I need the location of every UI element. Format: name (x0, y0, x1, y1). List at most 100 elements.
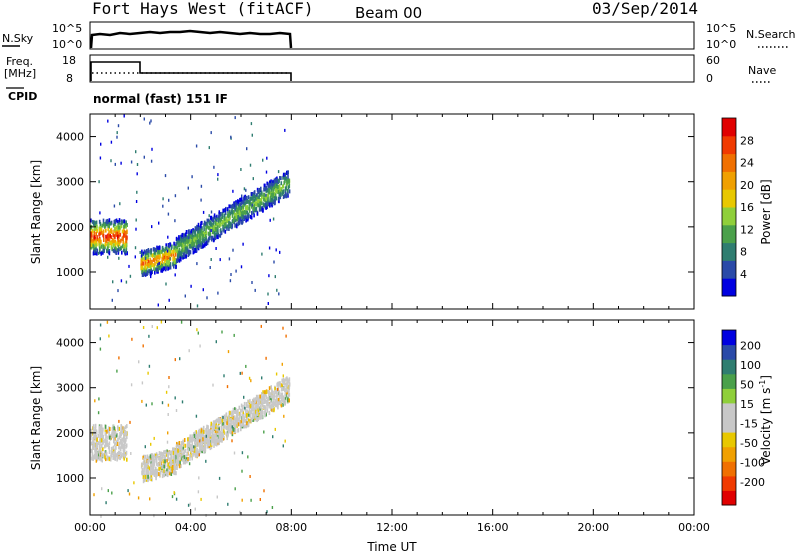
data-cell (91, 229, 94, 234)
data-cell (237, 206, 240, 211)
scatter-cell (167, 431, 169, 435)
data-cell (170, 472, 173, 476)
scatter-cell (188, 462, 191, 466)
data-cell (112, 233, 114, 238)
data-cell (214, 432, 216, 437)
data-cell (121, 220, 123, 225)
scatter-cell (150, 275, 152, 279)
data-cell (158, 245, 160, 250)
data-cell (147, 264, 149, 269)
data-cell (111, 229, 113, 234)
data-cell (248, 407, 251, 412)
data-cell (286, 377, 288, 382)
data-cell (147, 474, 149, 479)
data-cell (185, 454, 187, 459)
data-cell (175, 236, 178, 241)
data-cell (158, 250, 161, 255)
data-cell (194, 234, 196, 239)
data-cell (224, 418, 226, 423)
data-cell (165, 266, 167, 271)
data-cell (246, 421, 248, 426)
data-cell (242, 219, 244, 224)
scatter-cell (148, 334, 150, 338)
scatter-cell (165, 282, 167, 286)
y-tick-label: 2000 (56, 427, 84, 440)
data-cell (119, 434, 122, 439)
scatter-cell (231, 439, 233, 443)
scatter-cell (138, 360, 140, 364)
data-cell (188, 436, 190, 441)
data-cell (108, 251, 111, 256)
data-cell (118, 230, 120, 235)
data-cell (98, 249, 101, 254)
scatter-cell (266, 510, 268, 514)
data-cell (255, 207, 257, 211)
scatter-cell (245, 364, 247, 368)
scatter-cell (95, 459, 97, 463)
data-cell (157, 253, 160, 258)
data-cell (220, 434, 222, 438)
data-cell (194, 226, 197, 231)
data-cell (245, 210, 248, 215)
data-cell (172, 456, 175, 461)
data-cell (213, 426, 216, 430)
data-cell (272, 181, 275, 186)
data-cell (105, 451, 108, 456)
data-cell (163, 457, 166, 462)
data-cell (98, 243, 101, 248)
data-cell (211, 434, 214, 439)
data-cell (208, 226, 210, 231)
data-cell (145, 268, 147, 273)
data-cell (184, 448, 187, 453)
data-cell (209, 430, 212, 435)
data-cell (163, 256, 165, 261)
scatter-cell (111, 491, 113, 495)
data-cell (119, 439, 122, 443)
data-cell (109, 228, 112, 233)
data-cell (95, 239, 97, 244)
data-cell (196, 433, 198, 438)
data-cell (195, 244, 198, 248)
data-cell (268, 202, 271, 207)
data-cell (203, 240, 206, 245)
data-cell (165, 458, 167, 463)
data-cell (212, 426, 215, 431)
data-cell (99, 442, 101, 447)
data-cell (225, 426, 228, 430)
data-cell (271, 184, 274, 189)
data-cell (287, 191, 289, 196)
data-cell (141, 265, 144, 270)
scatter-cell (118, 419, 120, 423)
data-cell (247, 423, 250, 427)
data-cell (95, 232, 97, 236)
data-cell (238, 417, 240, 422)
data-cell (213, 235, 216, 240)
data-cell (96, 228, 98, 233)
data-cell (209, 227, 211, 232)
data-cell (153, 267, 155, 271)
data-cell (202, 244, 204, 249)
data-cell (279, 195, 282, 200)
data-cell (149, 458, 151, 463)
data-cell (187, 446, 189, 451)
data-cell (223, 421, 226, 426)
scatter-cell (281, 362, 283, 366)
scatter-cell (108, 334, 110, 338)
data-cell (90, 432, 92, 437)
data-cell (273, 192, 276, 197)
colorbar-tick-label: 24 (740, 157, 754, 170)
data-cell (256, 196, 259, 201)
data-cell (188, 442, 190, 447)
scatter-cell (128, 492, 131, 496)
data-cell (93, 441, 95, 446)
data-cell (213, 420, 215, 425)
data-cell (115, 218, 118, 223)
data-cell (187, 440, 189, 445)
data-cell (165, 257, 167, 262)
data-cell (143, 257, 146, 262)
scatter-cell (131, 337, 133, 341)
data-cell (193, 433, 196, 438)
scatter-cell (142, 344, 144, 348)
data-cell (204, 439, 206, 444)
